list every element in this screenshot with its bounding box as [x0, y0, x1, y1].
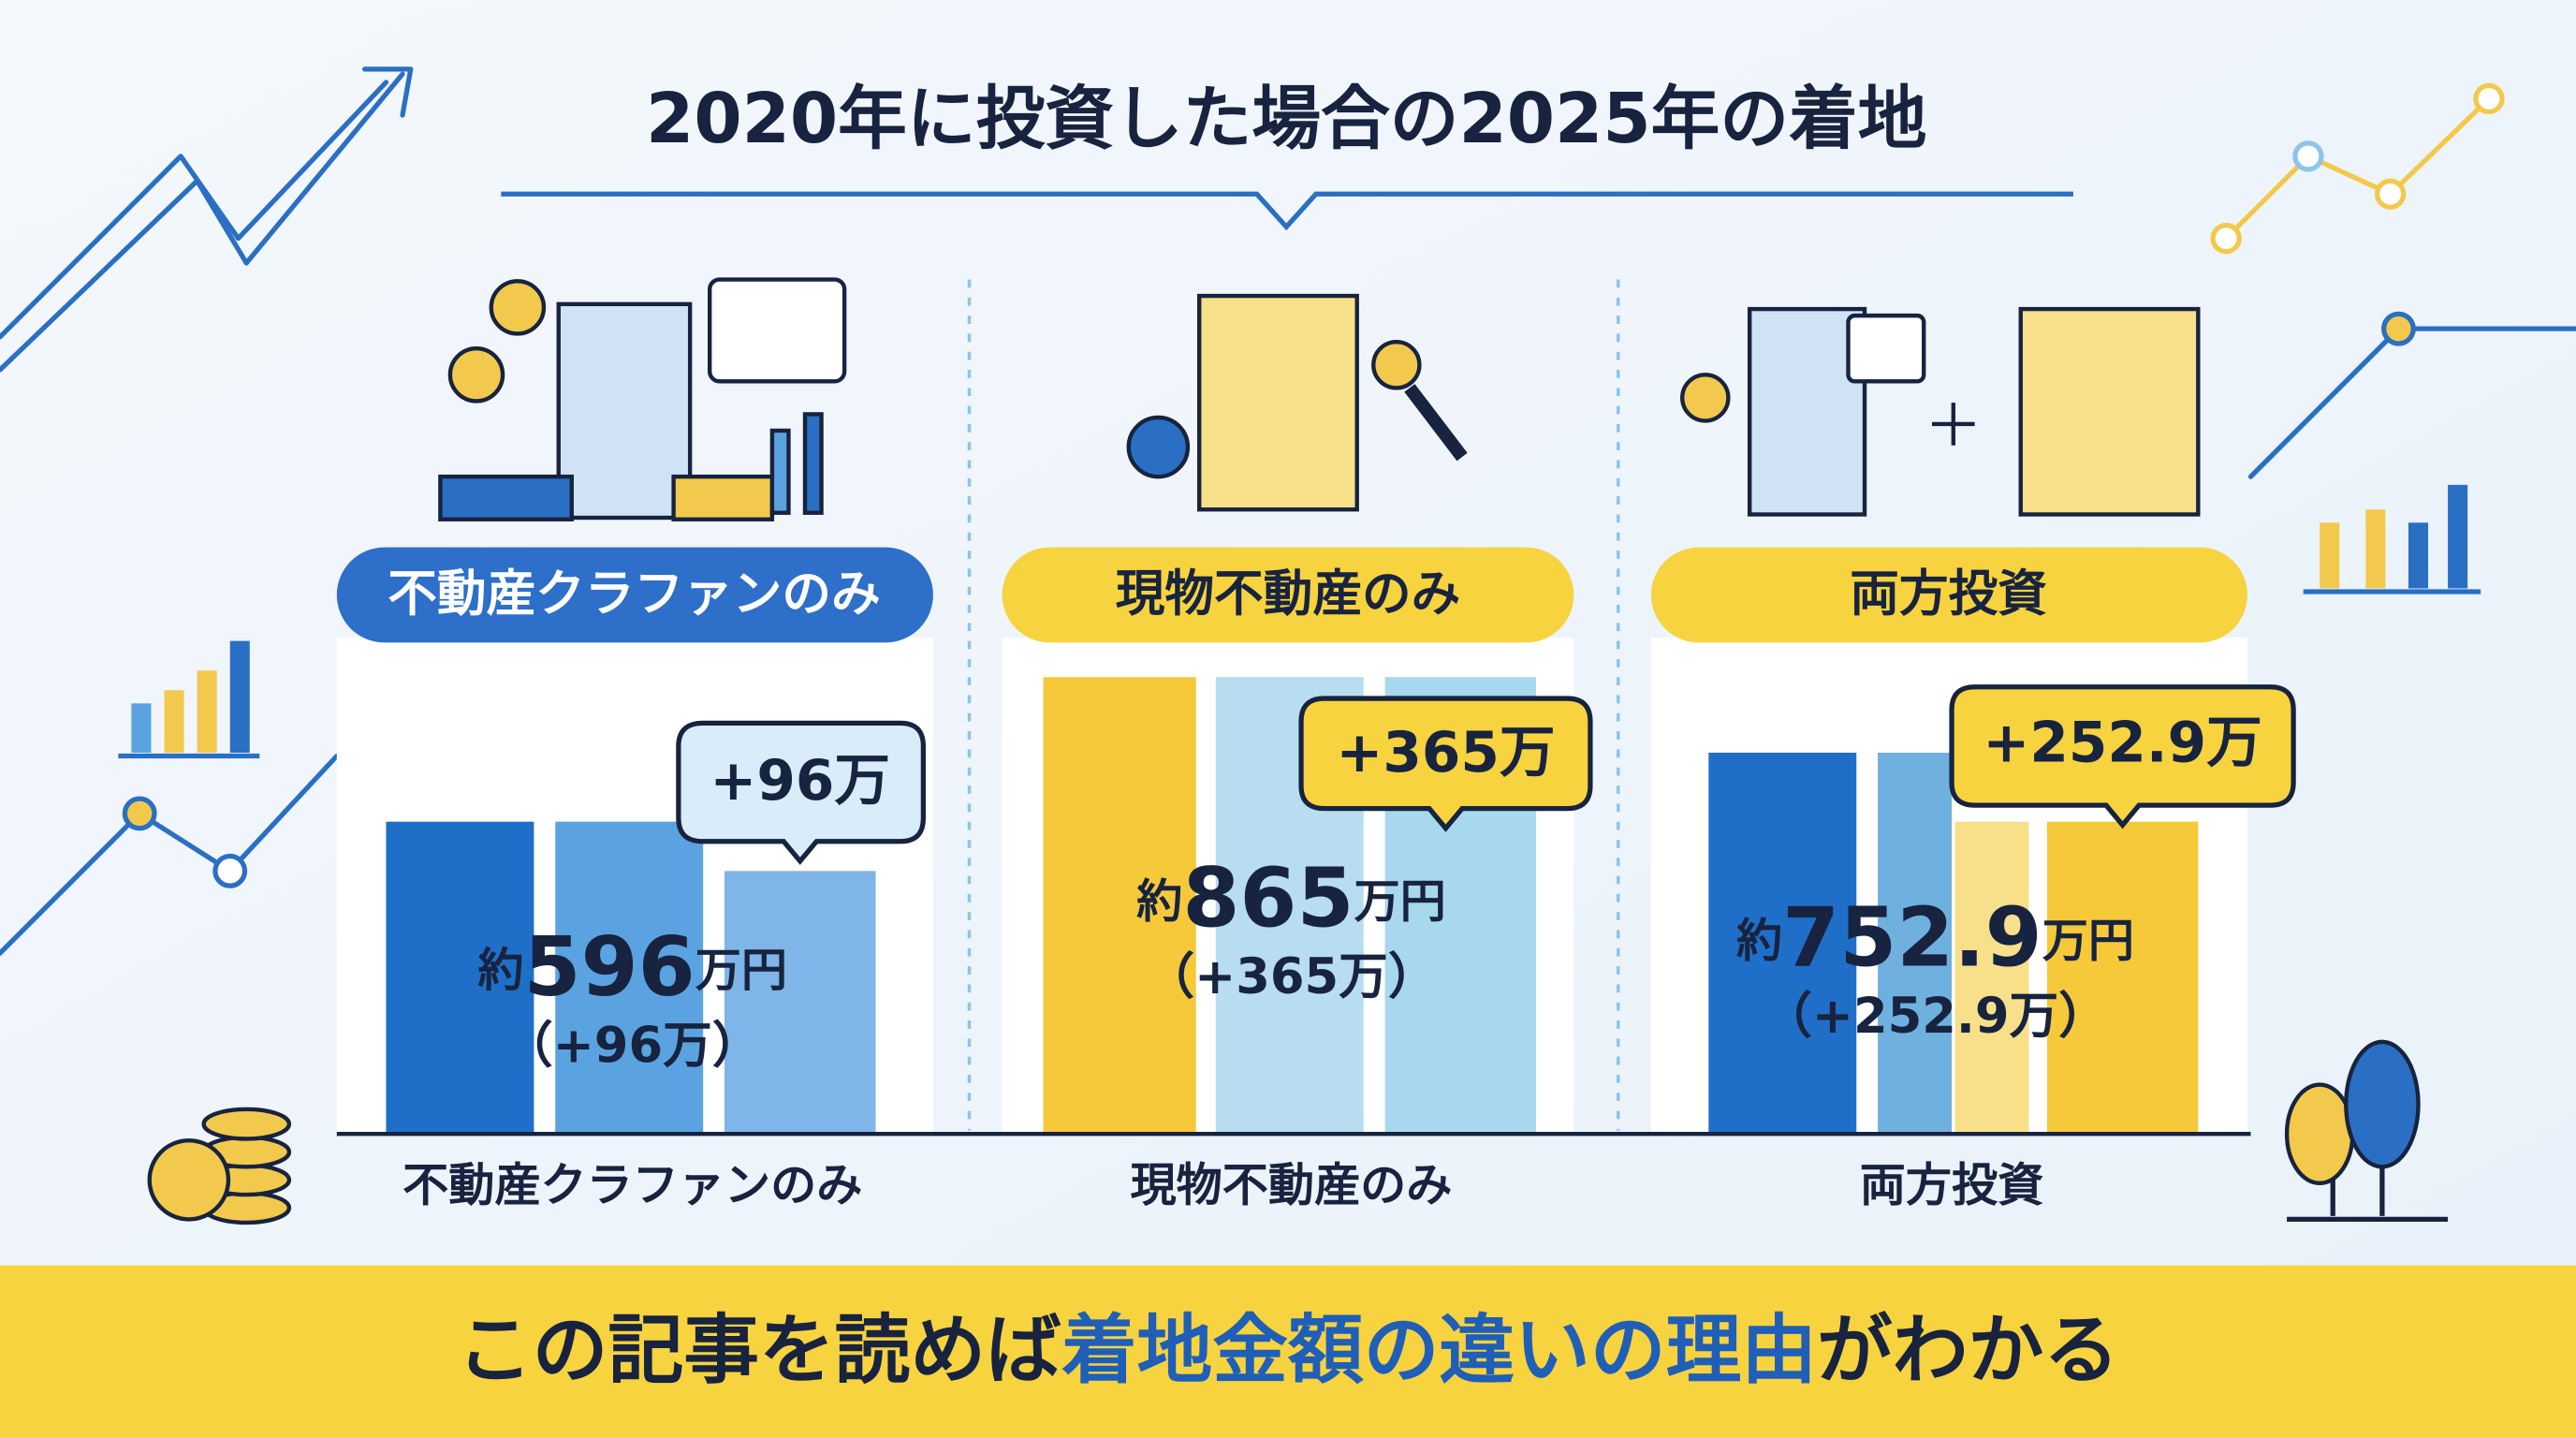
- panel: 現物不動産のみ +365万 約865万円 （+365万） 現物不動産のみ: [1002, 547, 1593, 1212]
- title-underline: [501, 191, 2073, 231]
- badge: [1949, 684, 2296, 829]
- footer-band: [0, 1265, 2576, 1438]
- badge: [676, 720, 926, 865]
- panel: 両方投資 +252.9万 約752.9万円 （+252.9万） 両方投資: [1650, 547, 2296, 1212]
- amount-diff: （+252.9万）: [1763, 988, 2108, 1045]
- footer-text: この記事を読めば着地金額の違いの理由がわかる: [457, 1307, 2119, 1395]
- panel-pill: [1002, 547, 1574, 643]
- panel: 不動産クラファンのみ +96万 約596万円 （+96万） 不動産クラファンのみ: [336, 547, 933, 1212]
- bar-shape: [1954, 821, 2029, 1135]
- axis-label: 現物不動産のみ: [1131, 1158, 1453, 1212]
- amount: 約596万円: [477, 919, 787, 1015]
- footer-before: この記事を読めば: [457, 1307, 1061, 1395]
- badge: [1298, 696, 1593, 832]
- footer-highlight: 着地金額の違いの理由: [1061, 1307, 1817, 1395]
- amount: 約865万円: [1136, 850, 1446, 946]
- decoration: [0, 66, 2576, 1376]
- footer-after: がわかる: [1817, 1307, 2119, 1395]
- panel-pill: [1650, 547, 2247, 643]
- panel-pill: [336, 547, 933, 643]
- amount: 約752.9万円: [1736, 889, 2134, 985]
- title: 2020年に投資した場合の2025年の着地: [646, 80, 1926, 159]
- bar-shape: [1043, 677, 1196, 1135]
- amount-diff: （+365万）: [1146, 948, 1438, 1005]
- amount-unit: 万円: [1354, 873, 1446, 928]
- panel-icons: [438, 277, 2201, 521]
- amount-prefix: 約: [1136, 873, 1182, 928]
- amount-value: 865: [1182, 850, 1354, 946]
- axis-label: 両方投資: [1860, 1158, 2044, 1212]
- amount-prefix: 約: [1736, 913, 1782, 967]
- bar-shape: [2046, 821, 2199, 1135]
- amount-diff: （+96万）: [504, 1018, 761, 1075]
- panel-label: 両方投資: [1850, 565, 2047, 623]
- bar-shape: [1708, 752, 1857, 1135]
- panel-label: 不動産クラファンのみ: [388, 565, 880, 623]
- amount-value: 596: [524, 919, 695, 1015]
- amount-value: 752.9: [1782, 889, 2042, 985]
- axis-label: 不動産クラファンのみ: [402, 1158, 862, 1212]
- bar-shape: [724, 871, 876, 1135]
- amount-unit: 万円: [695, 943, 787, 997]
- amount-unit: 万円: [2042, 913, 2134, 967]
- badge-text: +365万: [1336, 721, 1555, 785]
- badge-text: +96万: [710, 749, 890, 814]
- badge-text: +252.9万: [1983, 712, 2261, 776]
- bar-shape: [555, 821, 704, 1135]
- panel-label: 現物不動産のみ: [1116, 565, 1460, 623]
- bar-shape: [386, 821, 534, 1135]
- bar-shape: [1878, 752, 1953, 1135]
- amount-prefix: 約: [477, 943, 523, 997]
